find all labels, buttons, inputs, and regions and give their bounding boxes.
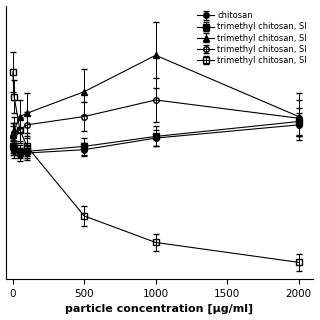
Legend: chitosan, trimethyl chitosan, SI, trimethyl chitosan, SI, trimethyl chitosan, SI: chitosan, trimethyl chitosan, SI, trimet… xyxy=(196,10,309,66)
X-axis label: particle concentration [μg/ml]: particle concentration [μg/ml] xyxy=(65,304,253,315)
